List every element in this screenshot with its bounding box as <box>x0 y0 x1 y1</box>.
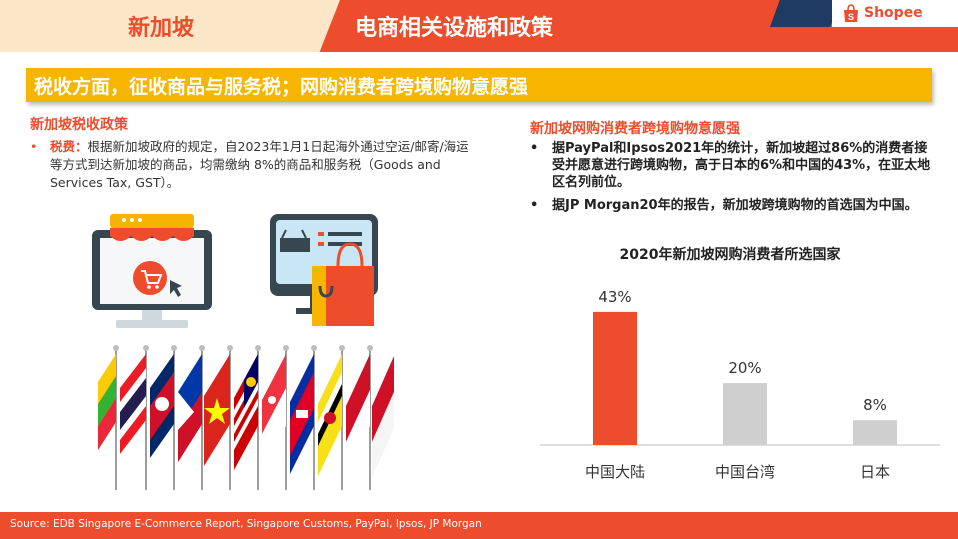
list-item: • 据PayPal和Ipsos2021年的统计，新加坡超过86%的消费者接受并愿… <box>530 140 935 191</box>
shopee-logo-text: Shopee <box>864 5 923 21</box>
bar <box>853 420 897 445</box>
x-tick-label: 日本 <box>860 463 890 481</box>
shopping-bag-computer-icon <box>270 214 378 326</box>
shopee-bag-icon: S <box>844 4 858 22</box>
tax-policy-body: 税费：根据新加坡政府的规定，自2023年1月1日起海外通过空运/邮寄/海运等方式… <box>30 138 470 192</box>
source-note: Source: EDB Singapore E-Commerce Report,… <box>10 518 482 530</box>
footer-bar: Source: EDB Singapore E-Commerce Report,… <box>0 512 958 539</box>
banner-text: 税收方面，征收商品与服务税；网购消费者跨境购物意愿强 <box>34 76 529 98</box>
bullet-dot-icon: • <box>530 141 539 156</box>
chart-title: 2020年新加坡网购消费者所选国家 <box>619 247 841 263</box>
svg-text:S: S <box>848 12 854 22</box>
bar <box>723 383 767 445</box>
list-item: • 据JP Morgan20年的报告，新加坡跨境购物的首选国为中国。 <box>530 197 935 214</box>
summary-banner: 税收方面，征收商品与服务税；网购消费者跨境购物意愿强 <box>26 68 932 102</box>
footer-accent-stripe <box>770 0 840 27</box>
tax-tag: 税费： <box>50 139 88 154</box>
tax-policy-bullet: • 税费：根据新加坡政府的规定，自2023年1月1日起海外通过空运/邮寄/海运等… <box>30 138 470 192</box>
bullet-dot-icon: • <box>530 198 539 213</box>
x-tick-label: 中国台湾 <box>715 463 775 481</box>
asean-flags-icon <box>98 345 394 490</box>
data-label: 43% <box>598 288 631 306</box>
country-title: 新加坡 <box>128 16 195 41</box>
data-label: 8% <box>863 396 887 414</box>
tax-text: 根据新加坡政府的规定，自2023年1月1日起海外通过空运/邮寄/海运等方式到达新… <box>50 139 469 190</box>
tax-policy-title: 新加坡税收政策 <box>30 117 128 133</box>
online-shop-monitor-icon <box>92 214 212 328</box>
bullet-text: 据PayPal和Ipsos2021年的统计，新加坡超过86%的消费者接受并愿意进… <box>552 141 931 190</box>
bar <box>593 311 637 445</box>
bullet-text: 据JP Morgan20年的报告，新加坡跨境购物的首选国为中国。 <box>552 198 918 213</box>
bullet-dot-icon: • <box>30 139 38 154</box>
cross-border-title: 新加坡网购消费者跨境购物意愿强 <box>530 121 740 137</box>
x-tick-label: 中国大陆 <box>585 463 645 481</box>
cross-border-bullets: • 据PayPal和Ipsos2021年的统计，新加坡超过86%的消费者接受并愿… <box>530 140 935 220</box>
bar-chart: 43% 中国大陆 20% 中国台湾 8% 日本 <box>540 288 940 481</box>
header-left-panel <box>0 0 340 52</box>
section-title: 电商相关设施和政策 <box>355 16 554 41</box>
data-label: 20% <box>728 359 761 377</box>
